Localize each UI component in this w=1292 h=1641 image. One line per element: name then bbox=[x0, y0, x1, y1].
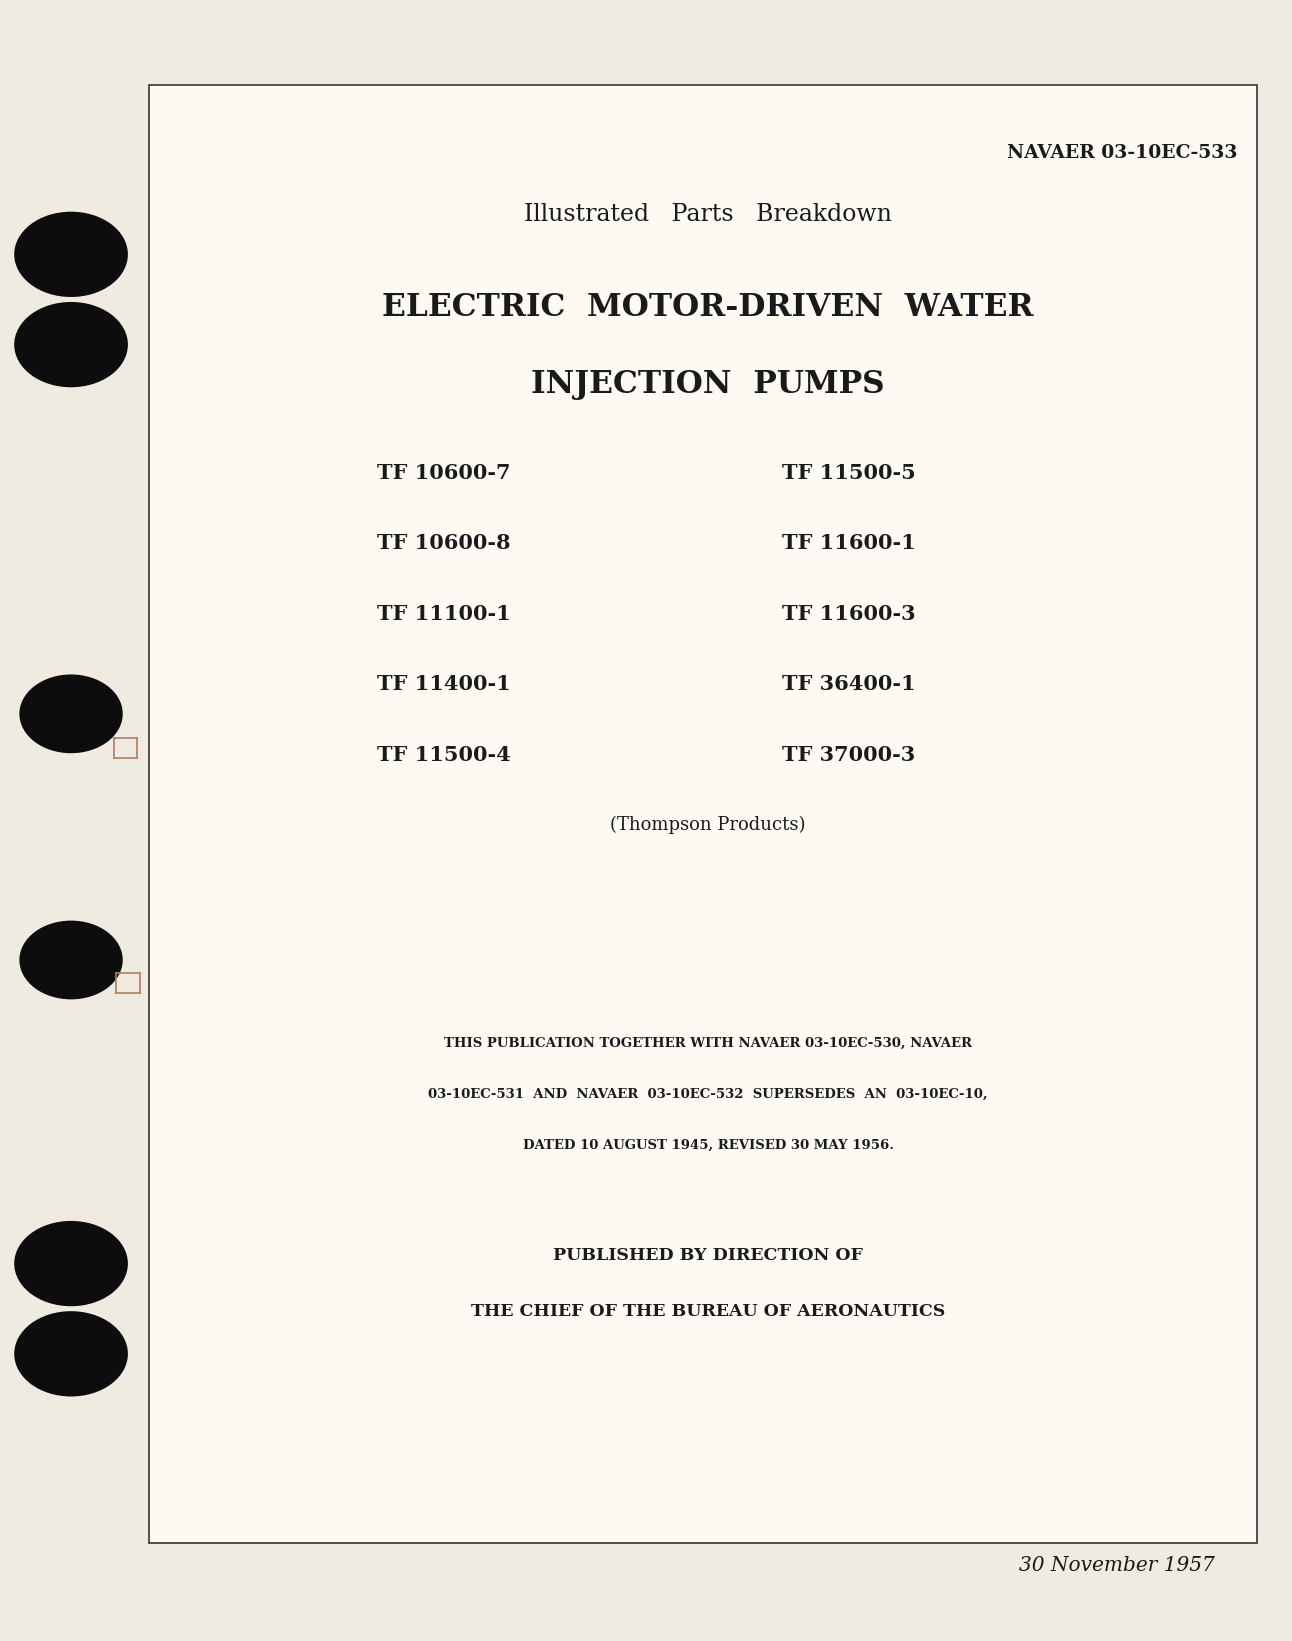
Ellipse shape bbox=[14, 212, 128, 297]
Text: TF 36400-1: TF 36400-1 bbox=[782, 674, 915, 694]
Text: Illustrated   Parts   Breakdown: Illustrated Parts Breakdown bbox=[525, 203, 891, 226]
Text: (Thompson Products): (Thompson Products) bbox=[610, 816, 806, 834]
Text: ELECTRIC  MOTOR-DRIVEN  WATER: ELECTRIC MOTOR-DRIVEN WATER bbox=[382, 292, 1034, 323]
Text: TF 10600-7: TF 10600-7 bbox=[377, 463, 510, 482]
Ellipse shape bbox=[19, 921, 123, 999]
Text: NAVAER 03-10EC-533: NAVAER 03-10EC-533 bbox=[1008, 144, 1238, 162]
Text: TF 11100-1: TF 11100-1 bbox=[377, 604, 512, 624]
Text: 03-10EC-531  AND  NAVAER  03-10EC-532  SUPERSEDES  AN  03-10EC-10,: 03-10EC-531 AND NAVAER 03-10EC-532 SUPER… bbox=[428, 1088, 988, 1101]
Text: TF 37000-3: TF 37000-3 bbox=[782, 745, 915, 765]
Text: TF 11600-1: TF 11600-1 bbox=[782, 533, 916, 553]
Text: INJECTION  PUMPS: INJECTION PUMPS bbox=[531, 369, 885, 400]
Text: DATED 10 AUGUST 1945, REVISED 30 MAY 1956.: DATED 10 AUGUST 1945, REVISED 30 MAY 195… bbox=[522, 1139, 894, 1152]
Text: TF 10600-8: TF 10600-8 bbox=[377, 533, 510, 553]
Text: TF 11600-3: TF 11600-3 bbox=[782, 604, 915, 624]
Ellipse shape bbox=[14, 1311, 128, 1396]
FancyBboxPatch shape bbox=[149, 85, 1257, 1543]
Text: 30 November 1957: 30 November 1957 bbox=[1018, 1556, 1214, 1575]
Ellipse shape bbox=[19, 674, 123, 753]
Ellipse shape bbox=[14, 302, 128, 387]
Text: THE CHIEF OF THE BUREAU OF AERONAUTICS: THE CHIEF OF THE BUREAU OF AERONAUTICS bbox=[470, 1303, 946, 1319]
Text: PUBLISHED BY DIRECTION OF: PUBLISHED BY DIRECTION OF bbox=[553, 1247, 863, 1264]
Text: TF 11500-5: TF 11500-5 bbox=[782, 463, 916, 482]
Text: TF 11500-4: TF 11500-4 bbox=[377, 745, 512, 765]
Ellipse shape bbox=[14, 1221, 128, 1306]
Text: TF 11400-1: TF 11400-1 bbox=[377, 674, 512, 694]
Text: THIS PUBLICATION TOGETHER WITH NAVAER 03-10EC-530, NAVAER: THIS PUBLICATION TOGETHER WITH NAVAER 03… bbox=[444, 1037, 972, 1050]
